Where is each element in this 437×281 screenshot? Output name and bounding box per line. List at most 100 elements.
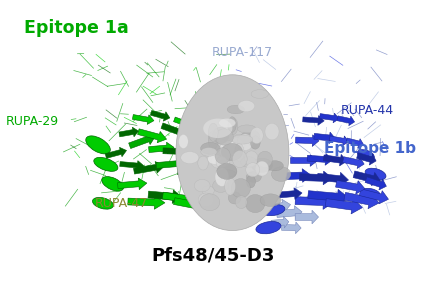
Ellipse shape bbox=[265, 123, 279, 140]
FancyArrow shape bbox=[314, 132, 336, 144]
FancyArrow shape bbox=[346, 138, 364, 148]
Text: RUPA-47: RUPA-47 bbox=[94, 197, 148, 210]
FancyArrow shape bbox=[119, 127, 139, 137]
Ellipse shape bbox=[249, 131, 260, 149]
Text: Pfs48/45-D3: Pfs48/45-D3 bbox=[152, 246, 275, 264]
FancyArrow shape bbox=[365, 177, 386, 190]
Ellipse shape bbox=[195, 164, 215, 175]
FancyArrow shape bbox=[359, 189, 388, 204]
FancyArrow shape bbox=[299, 171, 333, 185]
Ellipse shape bbox=[208, 131, 218, 149]
Ellipse shape bbox=[102, 176, 124, 191]
FancyArrow shape bbox=[295, 135, 319, 146]
Ellipse shape bbox=[262, 205, 285, 216]
FancyArrow shape bbox=[149, 142, 174, 154]
Ellipse shape bbox=[198, 156, 208, 170]
Ellipse shape bbox=[245, 151, 258, 166]
Ellipse shape bbox=[357, 150, 374, 160]
Ellipse shape bbox=[215, 167, 229, 186]
FancyArrow shape bbox=[182, 153, 204, 163]
Ellipse shape bbox=[228, 117, 236, 132]
FancyArrow shape bbox=[295, 210, 319, 224]
FancyArrow shape bbox=[132, 115, 154, 124]
Ellipse shape bbox=[238, 101, 255, 112]
Ellipse shape bbox=[235, 196, 247, 209]
FancyArrow shape bbox=[274, 188, 302, 200]
Ellipse shape bbox=[271, 167, 291, 182]
Ellipse shape bbox=[179, 135, 188, 148]
FancyArrow shape bbox=[263, 199, 291, 213]
FancyArrow shape bbox=[173, 198, 209, 213]
FancyArrow shape bbox=[120, 161, 144, 170]
Ellipse shape bbox=[231, 179, 250, 198]
FancyArrow shape bbox=[178, 128, 201, 142]
Ellipse shape bbox=[238, 125, 256, 133]
FancyArrow shape bbox=[198, 188, 225, 201]
FancyArrow shape bbox=[343, 157, 364, 169]
Ellipse shape bbox=[217, 170, 236, 178]
Ellipse shape bbox=[256, 221, 281, 234]
Ellipse shape bbox=[201, 148, 217, 156]
FancyArrow shape bbox=[148, 190, 182, 203]
Ellipse shape bbox=[219, 118, 236, 128]
Ellipse shape bbox=[200, 194, 220, 211]
Ellipse shape bbox=[176, 75, 289, 230]
FancyArrow shape bbox=[329, 136, 349, 146]
Text: RUPA-44: RUPA-44 bbox=[341, 104, 394, 117]
Ellipse shape bbox=[201, 142, 220, 154]
FancyArrow shape bbox=[259, 183, 281, 195]
Ellipse shape bbox=[208, 154, 222, 164]
FancyArrow shape bbox=[307, 154, 333, 165]
FancyArrow shape bbox=[325, 198, 362, 214]
Ellipse shape bbox=[202, 186, 214, 196]
Ellipse shape bbox=[221, 143, 243, 161]
FancyArrow shape bbox=[319, 113, 339, 123]
Ellipse shape bbox=[198, 193, 214, 207]
Ellipse shape bbox=[228, 192, 241, 204]
FancyArrow shape bbox=[317, 172, 348, 186]
Text: RUPA-117: RUPA-117 bbox=[212, 46, 272, 59]
Ellipse shape bbox=[228, 118, 238, 135]
Ellipse shape bbox=[227, 105, 244, 114]
Ellipse shape bbox=[215, 138, 226, 156]
Ellipse shape bbox=[216, 156, 227, 168]
Ellipse shape bbox=[237, 134, 253, 151]
FancyArrow shape bbox=[337, 116, 354, 126]
FancyArrow shape bbox=[156, 158, 185, 169]
Ellipse shape bbox=[246, 163, 260, 177]
FancyArrow shape bbox=[281, 222, 301, 234]
FancyArrow shape bbox=[277, 206, 302, 219]
Ellipse shape bbox=[246, 194, 265, 213]
Ellipse shape bbox=[266, 161, 283, 171]
FancyArrow shape bbox=[198, 146, 216, 160]
Ellipse shape bbox=[250, 136, 260, 149]
Ellipse shape bbox=[228, 137, 244, 156]
FancyArrow shape bbox=[118, 178, 147, 190]
Text: Epitope 1b: Epitope 1b bbox=[324, 140, 416, 155]
Ellipse shape bbox=[250, 127, 263, 144]
Ellipse shape bbox=[211, 155, 229, 169]
FancyArrow shape bbox=[128, 133, 155, 149]
Ellipse shape bbox=[203, 119, 232, 138]
Ellipse shape bbox=[257, 151, 272, 167]
Ellipse shape bbox=[217, 163, 237, 179]
FancyArrow shape bbox=[138, 129, 166, 143]
FancyArrow shape bbox=[161, 123, 187, 138]
FancyArrow shape bbox=[177, 166, 205, 178]
FancyArrow shape bbox=[357, 153, 376, 165]
FancyArrow shape bbox=[163, 146, 186, 157]
Ellipse shape bbox=[232, 134, 246, 148]
Ellipse shape bbox=[241, 157, 257, 167]
FancyArrow shape bbox=[105, 147, 127, 158]
FancyArrow shape bbox=[295, 194, 334, 209]
Ellipse shape bbox=[232, 150, 247, 168]
Ellipse shape bbox=[212, 127, 229, 144]
FancyArrow shape bbox=[163, 192, 194, 205]
Ellipse shape bbox=[194, 179, 210, 192]
Ellipse shape bbox=[246, 172, 261, 182]
Text: RUPA-29: RUPA-29 bbox=[6, 115, 59, 128]
Ellipse shape bbox=[241, 132, 252, 143]
Ellipse shape bbox=[184, 124, 202, 136]
Ellipse shape bbox=[93, 198, 113, 209]
Ellipse shape bbox=[224, 140, 240, 156]
